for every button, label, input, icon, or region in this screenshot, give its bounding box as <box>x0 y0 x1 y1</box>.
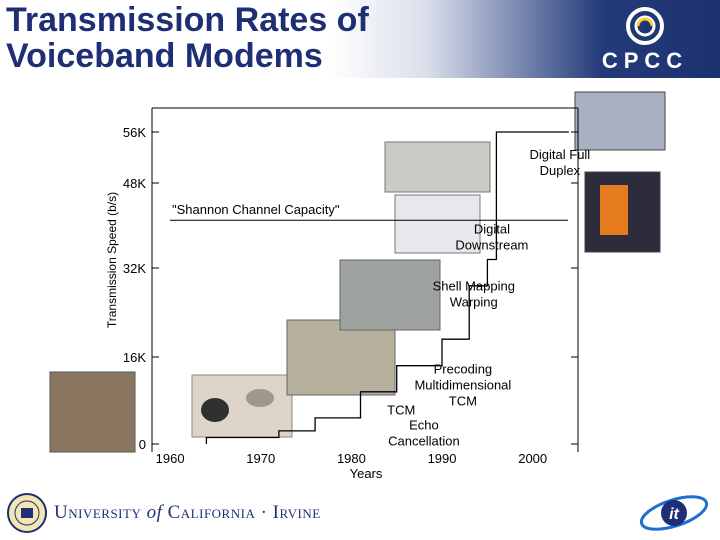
it2-text: it <box>669 506 679 523</box>
modem-photo-tcm <box>286 319 396 396</box>
annotation-label: TCM <box>387 403 415 418</box>
x-tick-label: 1970 <box>246 451 275 466</box>
x-tick-label: 2000 <box>518 451 547 466</box>
logo-ring-inner <box>634 15 656 37</box>
logo-swoosh <box>636 17 654 27</box>
modem-photo-fullduplex <box>384 141 491 193</box>
modem-photo-acoustic-cup <box>201 398 229 422</box>
university-seal-icon <box>7 493 47 533</box>
annotation-line: TCM <box>387 403 415 418</box>
seal-book <box>21 508 33 518</box>
university-of: of <box>146 502 163 523</box>
slide-header: Transmission Rates of Voiceband Modems C… <box>0 0 720 78</box>
modem-speed-step-line <box>205 131 569 444</box>
annotation-line: Shell Mapping <box>433 279 515 294</box>
annotation-line: Cancellation <box>388 433 460 448</box>
modem-photo-early <box>49 371 136 453</box>
slide-footer: University of California · Irvine it <box>0 488 720 540</box>
chart-series <box>205 131 569 444</box>
university-suffix: · Irvine <box>260 502 321 523</box>
seal-inner <box>14 500 40 526</box>
annotation-label: Digital Full Duplex <box>530 147 591 178</box>
x-axis-label: Years <box>350 466 383 481</box>
university-prefix: University <box>54 502 142 523</box>
modem-photos <box>49 91 666 453</box>
university-wordmark: University of California · Irvine <box>54 502 321 524</box>
x-tick-label: 1960 <box>156 451 185 466</box>
cpcc-logo-icon: CPCC <box>602 7 688 73</box>
y-tick-label: 0 <box>139 437 146 452</box>
modem-card-photo-2-label <box>600 185 628 235</box>
logo-ring-outer <box>626 7 664 45</box>
annotation-label: Digital Downstream <box>455 221 528 252</box>
logo-text: CPCC <box>602 48 688 73</box>
y-tick-label: 48K <box>123 176 146 191</box>
chart-axes: 0 16K 32K 48K 56K 1960 1970 1980 1990 2000 Years Tr… <box>105 107 579 481</box>
it2-logo-icon: it <box>639 495 709 531</box>
university-name: California <box>167 502 256 523</box>
modem-card-photo-1 <box>574 91 666 151</box>
annotation-label: Precoding Multidimensional TCM <box>414 362 511 409</box>
annotation-line: Duplex <box>540 163 581 178</box>
reference-line-label: "Shannon Channel Capacity" <box>172 202 340 217</box>
x-tick-label: 1980 <box>337 451 366 466</box>
annotation-label: Echo Cancellation <box>388 417 460 448</box>
annotation-line: Echo <box>409 417 439 432</box>
annotation-line: Precoding <box>434 362 493 377</box>
annotation-line: TCM <box>449 394 477 409</box>
y-tick-label: 32K <box>123 261 146 276</box>
y-axis-label: Transmission Speed (b/s) <box>105 192 119 328</box>
y-tick-label: 16K <box>123 350 146 365</box>
annotation-label: Shell Mapping Warping <box>433 279 515 310</box>
slide-title: Transmission Rates of Voiceband Modems <box>6 1 369 75</box>
x-tick-label: 1990 <box>428 451 457 466</box>
annotation-line: Downstream <box>455 237 528 252</box>
chart-annotations: Digital Full Duplex Digital Downstream Shell… <box>387 147 590 448</box>
modem-rates-chart: 0 16K 32K 48K 56K 1960 1970 1980 1990 2000 Years Tr… <box>49 91 666 481</box>
annotation-line: Digital Full <box>530 147 591 162</box>
modem-photo-downstream <box>394 194 481 254</box>
it2-bubble <box>661 500 687 526</box>
modem-photo-shell <box>339 259 441 331</box>
modem-photo-acoustic-cup <box>246 389 274 407</box>
y-tick-label: 56K <box>123 125 146 140</box>
annotation-line: Warping <box>450 295 498 310</box>
shannon-capacity-line: "Shannon Channel Capacity" <box>170 202 568 221</box>
annotation-line: Digital <box>474 221 510 236</box>
annotation-line: Multidimensional <box>414 378 511 393</box>
